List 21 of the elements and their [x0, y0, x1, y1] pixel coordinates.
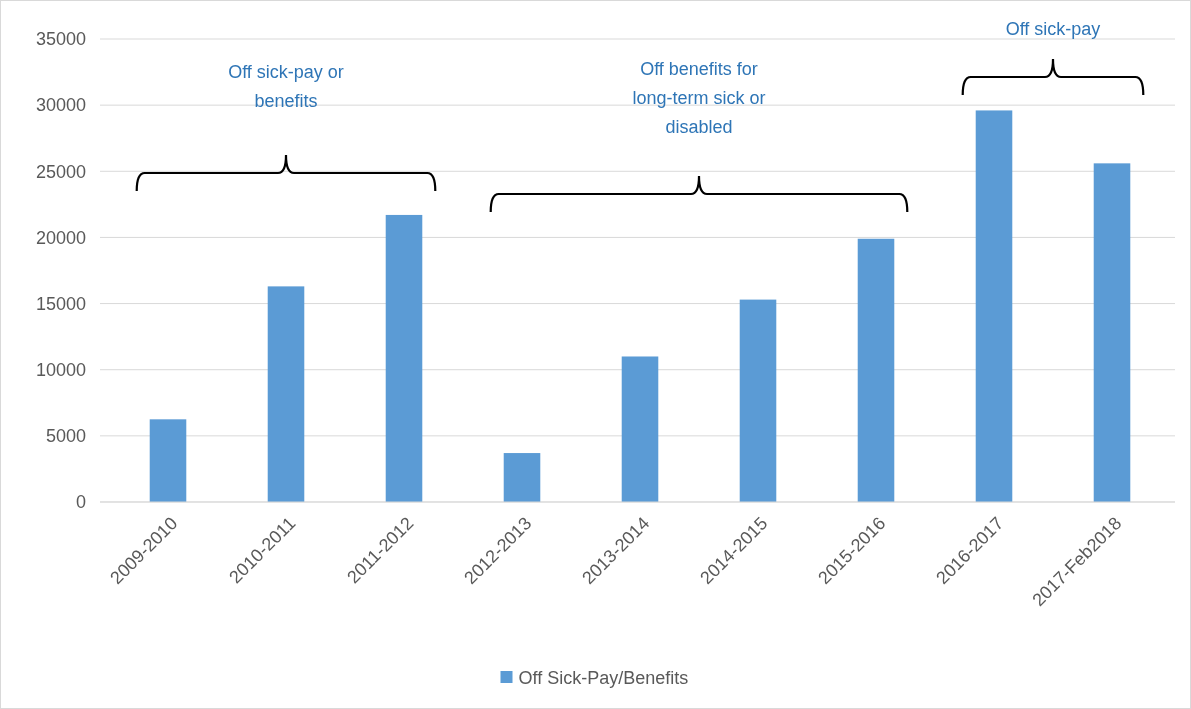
bar — [621, 356, 659, 502]
y-tick-label: 15000 — [35, 293, 86, 314]
annotation: Off benefits for long-term sick or disabled — [632, 59, 766, 137]
y-tick-label: 25000 — [35, 161, 86, 182]
legend-label: Off Sick-Pay/Benefits — [518, 668, 689, 689]
bar — [739, 299, 777, 502]
y-tick-label: 10000 — [35, 360, 86, 381]
bar — [149, 419, 187, 502]
bar — [975, 110, 1013, 502]
y-tick-label: 0 — [75, 492, 86, 513]
y-tick-label: 20000 — [35, 227, 86, 248]
annotation: Off sick-pay or benefits — [228, 62, 344, 111]
y-tick-label: 30000 — [35, 95, 86, 116]
bar — [503, 453, 541, 502]
bar — [385, 214, 423, 502]
y-tick-label: 5000 — [45, 426, 86, 447]
bar — [1093, 163, 1131, 502]
bar — [857, 238, 895, 502]
bar — [267, 286, 305, 502]
y-tick-label: 35000 — [35, 29, 86, 50]
annotation: Off sick-pay — [1005, 19, 1101, 39]
